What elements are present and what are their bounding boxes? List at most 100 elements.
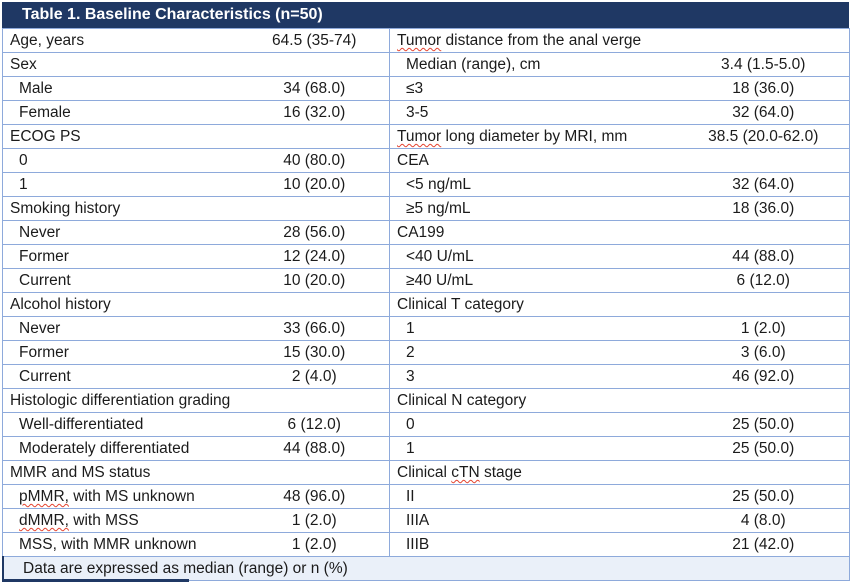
- right-value-cell[interactable]: 25 (50.0): [677, 484, 850, 509]
- left-value-cell[interactable]: 1 (2.0): [239, 532, 390, 557]
- right-label-cell[interactable]: ≥5 ng/mL: [389, 196, 678, 221]
- left-value-cell[interactable]: 12 (24.0): [239, 244, 390, 269]
- left-label-cell[interactable]: MSS, with MMR unknown: [2, 532, 240, 557]
- right-label-cell[interactable]: ≥40 U/mL: [389, 268, 678, 293]
- left-label-cell[interactable]: Never: [2, 316, 240, 341]
- left-label-cell[interactable]: Female: [2, 100, 240, 125]
- right-value-cell[interactable]: 38.5 (20.0-62.0): [677, 124, 850, 149]
- misspelled-word: dMMR,: [19, 512, 69, 529]
- right-label-cell[interactable]: Clinical T category: [389, 292, 678, 317]
- right-label-cell[interactable]: Clinical N category: [389, 388, 678, 413]
- characteristics-grid: Age, years 64.5 (35-74) Tumor distance fro…: [2, 28, 850, 581]
- right-label-cell[interactable]: 0: [389, 412, 678, 437]
- left-label-cell[interactable]: 1: [2, 172, 240, 197]
- left-label-cell[interactable]: MMR and MS status: [2, 460, 240, 485]
- left-value-cell[interactable]: [239, 124, 390, 149]
- right-label-cell[interactable]: Clinical cTN stage: [389, 460, 678, 485]
- left-label-cell[interactable]: Former: [2, 244, 240, 269]
- right-value-cell[interactable]: [677, 148, 850, 173]
- left-label-cell[interactable]: Former: [2, 340, 240, 365]
- table-row: Smoking history ≥5 ng/mL 18 (36.0): [2, 196, 850, 221]
- table-body: Age, years 64.5 (35-74) Tumor distance fro…: [2, 28, 850, 557]
- left-label-cell[interactable]: Current: [2, 364, 240, 389]
- left-value-cell[interactable]: [239, 196, 390, 221]
- left-label-cell[interactable]: Age, years: [2, 28, 240, 53]
- right-label-cell[interactable]: II: [389, 484, 678, 509]
- left-value-cell[interactable]: 10 (20.0): [239, 172, 390, 197]
- left-value-cell[interactable]: 15 (30.0): [239, 340, 390, 365]
- footnote-row: Data are expressed as median (range) or …: [2, 556, 850, 581]
- right-value-cell[interactable]: 18 (36.0): [677, 196, 850, 221]
- left-label-cell[interactable]: 0: [2, 148, 240, 173]
- right-value-cell[interactable]: 18 (36.0): [677, 76, 850, 101]
- left-label-cell[interactable]: Histologic differentiation grading: [2, 388, 240, 413]
- right-label-cell[interactable]: <40 U/mL: [389, 244, 678, 269]
- left-value-cell[interactable]: 6 (12.0): [239, 412, 390, 437]
- table-row: Histologic differentiation grading Clinic…: [2, 388, 850, 413]
- table-row: Well-differentiated 6 (12.0) 0 25 (50.0): [2, 412, 850, 437]
- left-label-cell[interactable]: Smoking history: [2, 196, 240, 221]
- right-label-cell[interactable]: IIIB: [389, 532, 678, 557]
- left-label-cell[interactable]: dMMR, with MSS: [2, 508, 240, 533]
- right-value-cell[interactable]: 25 (50.0): [677, 436, 850, 461]
- right-value-cell[interactable]: [677, 292, 850, 317]
- right-label-cell[interactable]: CA199: [389, 220, 678, 245]
- right-value-cell[interactable]: 25 (50.0): [677, 412, 850, 437]
- right-value-cell[interactable]: [677, 388, 850, 413]
- left-value-cell[interactable]: 33 (66.0): [239, 316, 390, 341]
- right-value-cell[interactable]: 3.4 (1.5-5.0): [677, 52, 850, 77]
- right-label-cell[interactable]: Tumor distance from the anal verge: [389, 28, 678, 53]
- right-label-cell[interactable]: 2: [389, 340, 678, 365]
- right-value-cell[interactable]: [677, 28, 850, 53]
- left-value-cell[interactable]: 10 (20.0): [239, 268, 390, 293]
- left-value-cell[interactable]: [239, 292, 390, 317]
- right-label-cell[interactable]: 3: [389, 364, 678, 389]
- right-value-cell[interactable]: [677, 220, 850, 245]
- left-value-cell[interactable]: 40 (80.0): [239, 148, 390, 173]
- left-label-cell[interactable]: Current: [2, 268, 240, 293]
- left-label-cell[interactable]: Sex: [2, 52, 240, 77]
- right-value-cell[interactable]: 44 (88.0): [677, 244, 850, 269]
- table-row: Age, years 64.5 (35-74) Tumor distance fro…: [2, 28, 850, 53]
- right-value-cell[interactable]: 4 (8.0): [677, 508, 850, 533]
- left-value-cell[interactable]: 1 (2.0): [239, 508, 390, 533]
- right-value-cell[interactable]: 1 (2.0): [677, 316, 850, 341]
- left-value-cell[interactable]: [239, 460, 390, 485]
- right-label-cell[interactable]: 1: [389, 316, 678, 341]
- right-value-cell[interactable]: 3 (6.0): [677, 340, 850, 365]
- right-value-cell[interactable]: [677, 460, 850, 485]
- table-title[interactable]: Table 1. Baseline Characteristics (n=50): [2, 2, 849, 28]
- right-value-cell[interactable]: 21 (42.0): [677, 532, 850, 557]
- left-label-cell[interactable]: Well-differentiated: [2, 412, 240, 437]
- left-label-cell[interactable]: Male: [2, 76, 240, 101]
- right-label-cell[interactable]: <5 ng/mL: [389, 172, 678, 197]
- left-value-cell[interactable]: 44 (88.0): [239, 436, 390, 461]
- table-row: ECOG PS Tumor long diameter by MRI, mm 38.…: [2, 124, 850, 149]
- right-value-cell[interactable]: 32 (64.0): [677, 100, 850, 125]
- left-label-cell[interactable]: Never: [2, 220, 240, 245]
- right-label-cell[interactable]: 3-5: [389, 100, 678, 125]
- right-label-cell[interactable]: 1: [389, 436, 678, 461]
- right-label-cell[interactable]: Tumor long diameter by MRI, mm: [389, 124, 678, 149]
- table-row: 1 10 (20.0) <5 ng/mL 32 (64.0): [2, 172, 850, 197]
- left-value-cell[interactable]: 16 (32.0): [239, 100, 390, 125]
- right-label-cell[interactable]: CEA: [389, 148, 678, 173]
- right-value-cell[interactable]: 32 (64.0): [677, 172, 850, 197]
- left-value-cell[interactable]: 2 (4.0): [239, 364, 390, 389]
- table-footnote[interactable]: Data are expressed as median (range) or …: [2, 556, 850, 581]
- right-label-cell[interactable]: Median (range), cm: [389, 52, 678, 77]
- left-value-cell[interactable]: 28 (56.0): [239, 220, 390, 245]
- left-label-cell[interactable]: Alcohol history: [2, 292, 240, 317]
- right-value-cell[interactable]: 46 (92.0): [677, 364, 850, 389]
- left-label-cell[interactable]: pMMR, with MS unknown: [2, 484, 240, 509]
- left-label-cell[interactable]: ECOG PS: [2, 124, 240, 149]
- left-value-cell[interactable]: 64.5 (35-74): [239, 28, 390, 53]
- left-value-cell[interactable]: 34 (68.0): [239, 76, 390, 101]
- right-value-cell[interactable]: 6 (12.0): [677, 268, 850, 293]
- left-value-cell[interactable]: [239, 52, 390, 77]
- right-label-cell[interactable]: IIIA: [389, 508, 678, 533]
- left-label-cell[interactable]: Moderately differentiated: [2, 436, 240, 461]
- left-value-cell[interactable]: 48 (96.0): [239, 484, 390, 509]
- right-label-cell[interactable]: ≤3: [389, 76, 678, 101]
- left-value-cell[interactable]: [239, 388, 390, 413]
